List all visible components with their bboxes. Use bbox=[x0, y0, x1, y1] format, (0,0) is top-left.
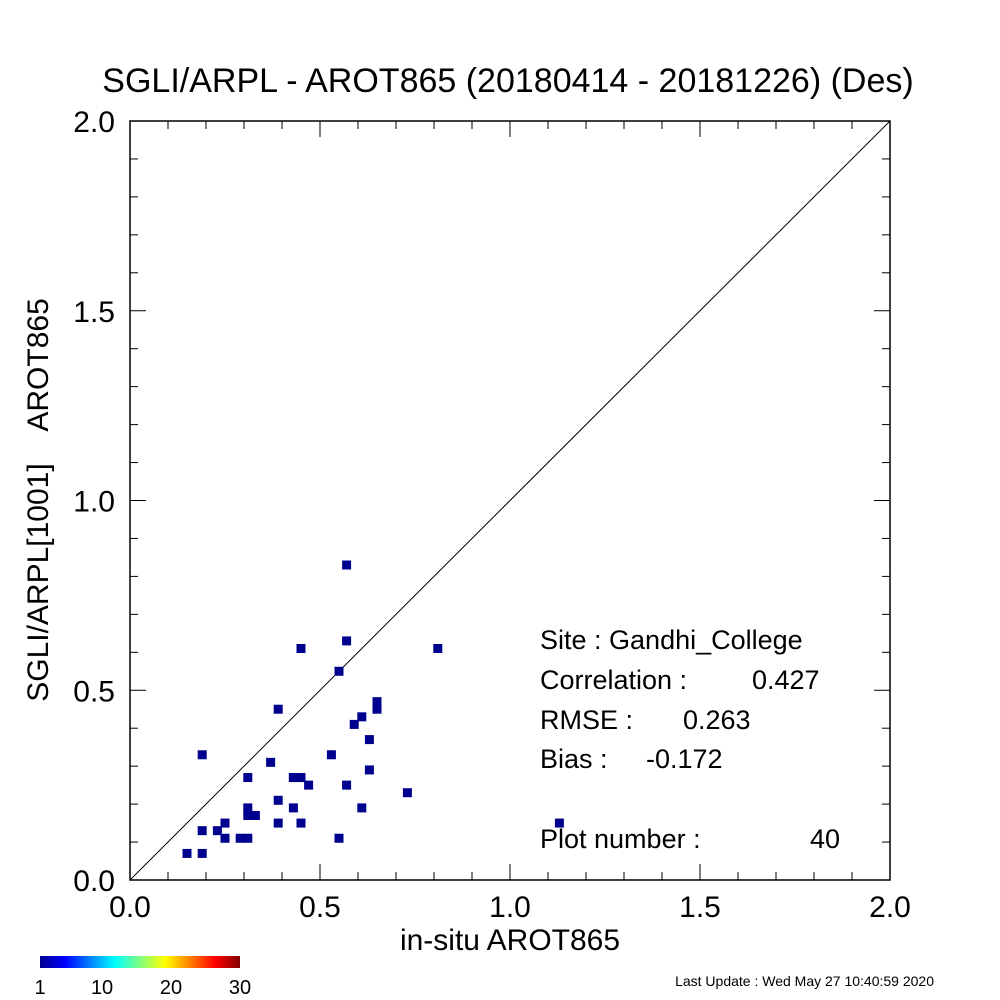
data-point bbox=[182, 848, 192, 858]
data-points bbox=[182, 560, 564, 858]
data-point bbox=[212, 826, 222, 836]
x-tick-labels: 0.0 0.5 1.0 1.5 2.0 bbox=[109, 891, 911, 924]
data-point bbox=[288, 773, 298, 783]
colorbar-tick-labels: 1 10 20 30 bbox=[34, 977, 251, 999]
rmse-value: 0.263 bbox=[683, 705, 751, 735]
data-point bbox=[372, 697, 382, 707]
rmse-label: RMSE : bbox=[540, 705, 633, 735]
data-point bbox=[342, 636, 352, 646]
data-point bbox=[220, 818, 230, 828]
data-point bbox=[243, 803, 253, 813]
x-tick-label: 1.0 bbox=[489, 891, 531, 924]
site-text: Site : Gandhi_College bbox=[540, 625, 803, 655]
data-point bbox=[250, 810, 260, 820]
colorbar-tick-label: 10 bbox=[91, 977, 113, 999]
y-axis-label: SGLI/ARPL[1001] AROT865 bbox=[22, 298, 55, 702]
data-point bbox=[273, 818, 283, 828]
x-tick-label: 1.5 bbox=[679, 891, 721, 924]
data-point bbox=[402, 788, 412, 798]
colorbar-tick-label: 1 bbox=[34, 977, 45, 999]
data-point bbox=[554, 818, 564, 828]
data-point bbox=[433, 644, 443, 654]
plot-number-label: Plot number : bbox=[540, 824, 701, 854]
data-point bbox=[334, 833, 344, 843]
y-tick-label: 2.0 bbox=[73, 106, 115, 139]
data-point bbox=[273, 795, 283, 805]
data-point bbox=[364, 735, 374, 745]
data-point bbox=[243, 773, 253, 783]
x-tick-label: 0.0 bbox=[109, 891, 151, 924]
bias-label: Bias : bbox=[540, 744, 608, 774]
one-to-one-line bbox=[129, 120, 891, 881]
data-point bbox=[372, 704, 382, 714]
data-point bbox=[296, 644, 306, 654]
data-point bbox=[357, 803, 367, 813]
colorbar-tick-label: 20 bbox=[160, 977, 182, 999]
last-update-text: Last Update : Wed May 27 10:40:59 2020 bbox=[675, 973, 934, 989]
minor-ticks bbox=[130, 121, 890, 880]
data-point bbox=[273, 704, 283, 714]
data-point bbox=[220, 833, 230, 843]
data-point bbox=[243, 810, 253, 820]
data-point bbox=[342, 560, 352, 570]
correlation-value: 0.427 bbox=[752, 665, 820, 695]
data-point bbox=[357, 712, 367, 722]
x-tick-label: 0.5 bbox=[299, 891, 341, 924]
stats-box: Site : Gandhi_College Correlation : 0.42… bbox=[540, 625, 840, 854]
colorbar-tick-label: 30 bbox=[229, 977, 251, 999]
data-point bbox=[334, 666, 344, 676]
y-tick-label: 1.0 bbox=[73, 486, 115, 519]
data-point bbox=[266, 757, 276, 767]
data-point bbox=[296, 818, 306, 828]
x-axis-label: in-situ AROT865 bbox=[400, 924, 620, 957]
data-point bbox=[326, 750, 336, 760]
data-point bbox=[243, 833, 253, 843]
data-point bbox=[349, 719, 359, 729]
data-point bbox=[197, 750, 207, 760]
data-point bbox=[288, 803, 298, 813]
bias-value: -0.172 bbox=[646, 744, 723, 774]
data-point bbox=[304, 780, 314, 790]
data-point bbox=[197, 848, 207, 858]
data-point bbox=[235, 833, 245, 843]
correlation-label: Correlation : bbox=[540, 665, 687, 695]
y-tick-label: 1.5 bbox=[73, 296, 115, 329]
y-tick-label: 0.5 bbox=[73, 675, 115, 708]
data-point bbox=[364, 765, 374, 775]
y-tick-labels: 0.0 0.5 1.0 1.5 2.0 bbox=[73, 106, 115, 898]
x-tick-label: 2.0 bbox=[869, 891, 911, 924]
data-point bbox=[197, 826, 207, 836]
data-point bbox=[342, 780, 352, 790]
chart-title: SGLI/ARPL - AROT865 (20180414 - 20181226… bbox=[102, 62, 913, 100]
plot-number-value: 40 bbox=[810, 824, 840, 854]
y-tick-label: 0.0 bbox=[73, 865, 115, 898]
colorbar bbox=[40, 956, 240, 968]
data-point bbox=[296, 773, 306, 783]
